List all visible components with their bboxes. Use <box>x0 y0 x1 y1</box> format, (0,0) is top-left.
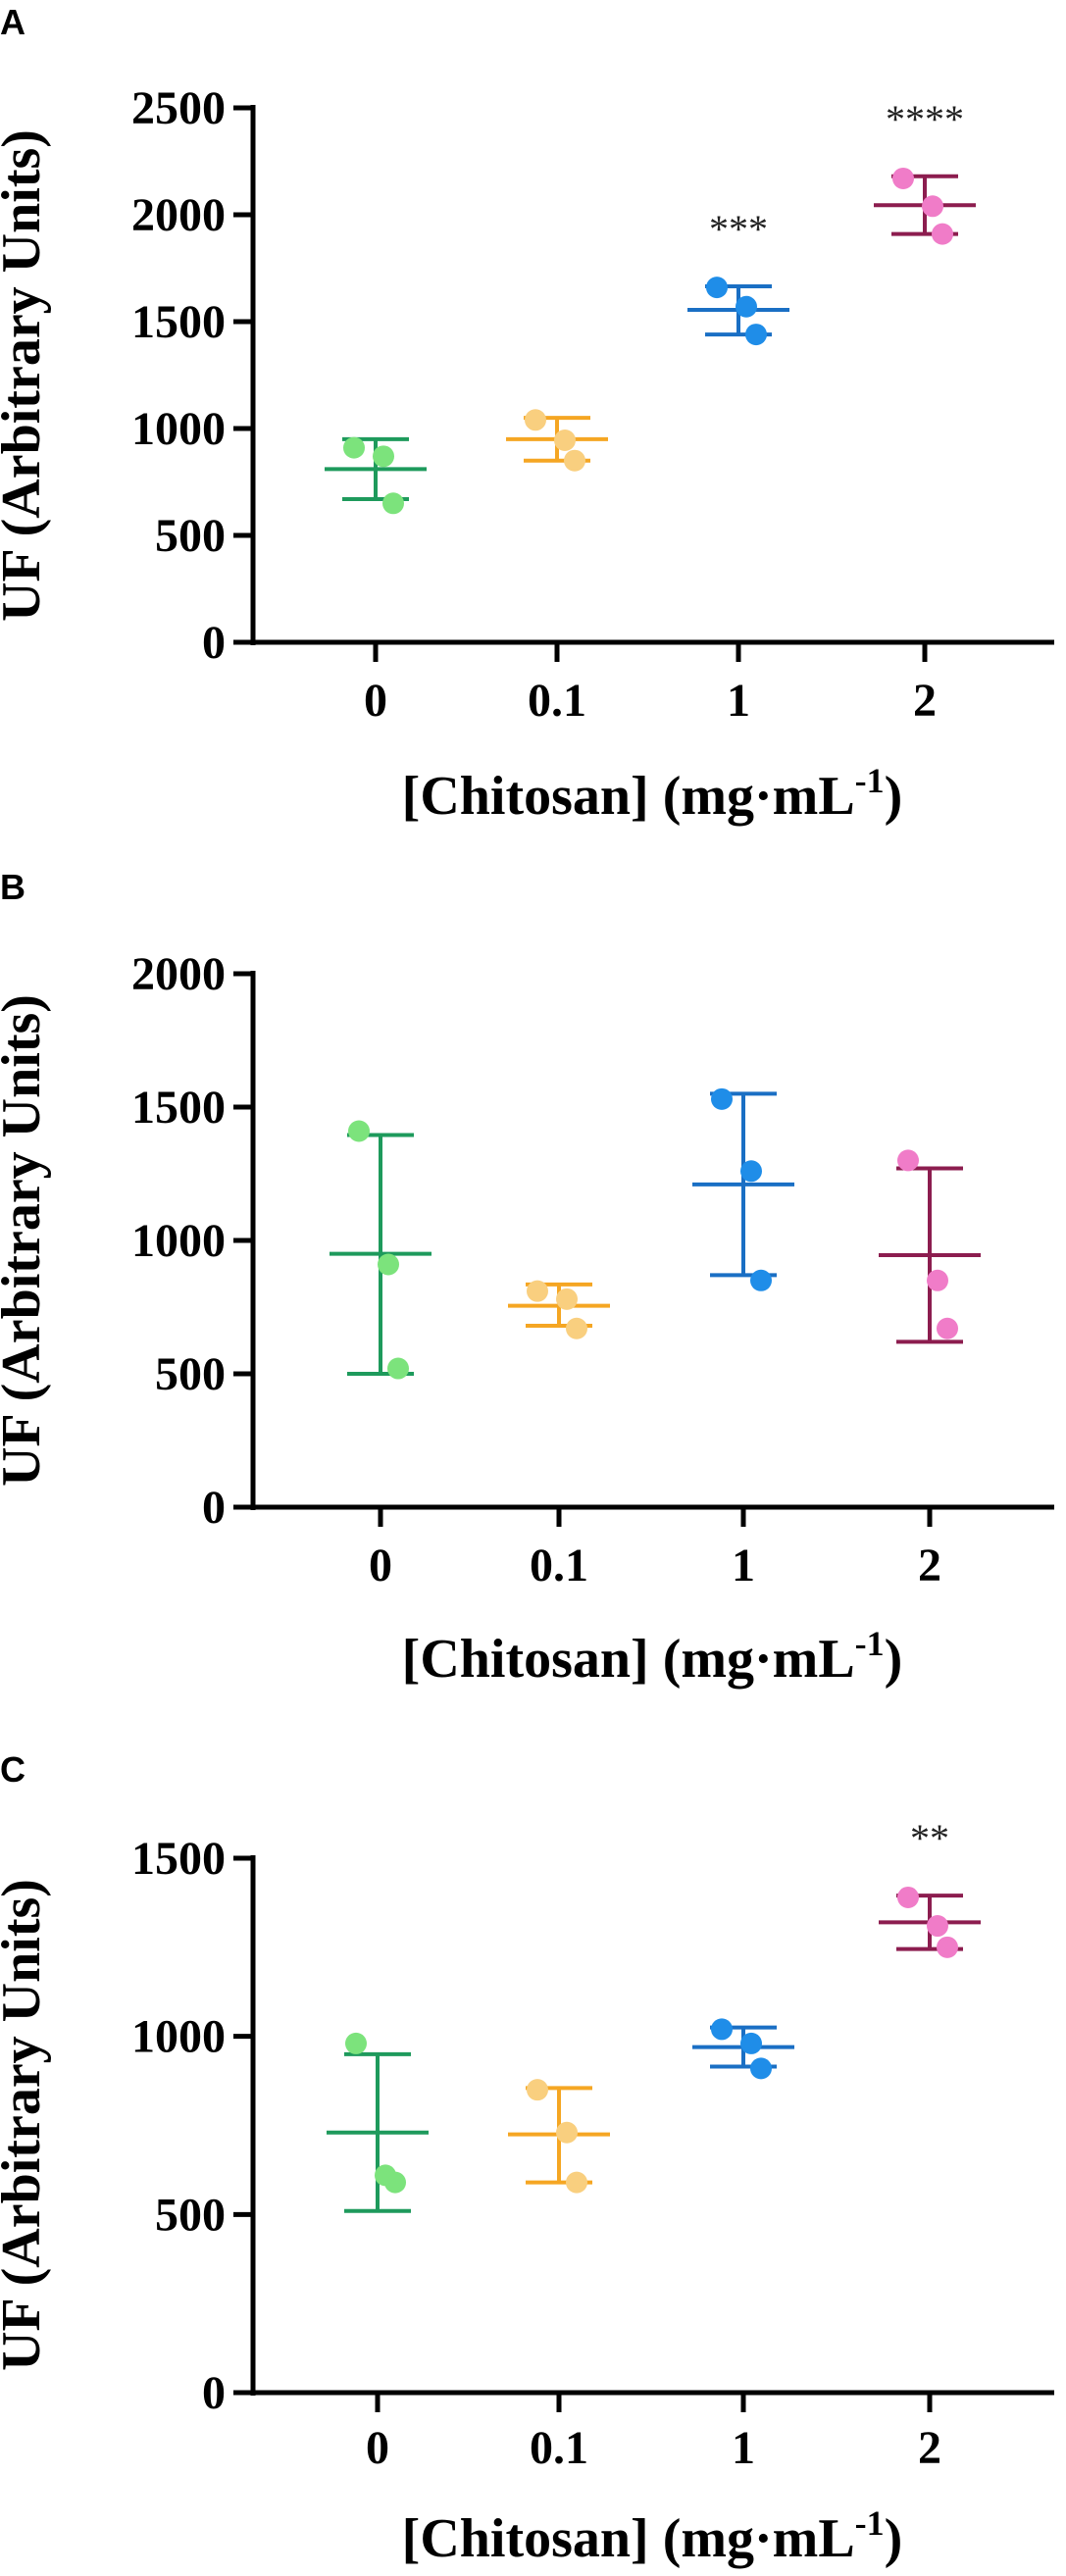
data-point <box>564 449 585 472</box>
data-point <box>556 1288 578 1310</box>
data-point <box>345 2032 367 2054</box>
chart-panel-a: A 0 500 1000 1500 2000 2500 0 0.1 1 2 UF (Arbitrary… <box>0 2 1054 827</box>
x-axis-title-main: [Chitosan] (mg·mL <box>402 2508 855 2569</box>
x-axis-title-superscript: -1 <box>855 2503 885 2543</box>
x-tick-label: 2 <box>918 2422 941 2474</box>
y-tick-label: 500 <box>155 1348 226 1400</box>
x-axis-title-main: [Chitosan] (mg·mL <box>402 1629 855 1690</box>
significance-marker: *** <box>709 207 768 251</box>
x-tick-label: 1 <box>732 2422 755 2474</box>
group-0 <box>325 436 427 515</box>
data-point <box>711 2018 733 2041</box>
x-tick-label: 0 <box>364 675 387 727</box>
group-0-1 <box>506 409 608 472</box>
x-axis-title-superscript: -1 <box>855 761 885 800</box>
y-tick-label: 0 <box>202 617 226 669</box>
x-tick-label: 1 <box>727 675 750 727</box>
data-point <box>556 2121 578 2144</box>
group-0 <box>327 2032 429 2213</box>
y-tick-label: 500 <box>155 510 226 562</box>
group-1 <box>692 2018 794 2080</box>
significance-marker: **** <box>886 97 964 141</box>
x-axis-title: [Chitosan] (mg·mL-1) <box>402 761 903 827</box>
x-tick-label: 2 <box>918 1540 941 1591</box>
x-tick-label: 0.1 <box>530 2422 588 2474</box>
y-tick-label: 2000 <box>131 948 226 1000</box>
x-tick-label: 0.1 <box>528 675 586 727</box>
data-point <box>343 436 365 459</box>
data-point <box>932 223 953 245</box>
y-tick-label: 1500 <box>131 296 226 348</box>
group-1: *** <box>687 207 789 346</box>
data-point <box>922 195 943 218</box>
x-axis-title-close: ) <box>885 2508 903 2569</box>
chart-panel-b: B 0 500 1000 1500 2000 0 0.1 1 2 UF (Arbitrary Uni… <box>0 867 1054 1690</box>
data-point <box>348 1120 370 1142</box>
chart-panel-c: C 0 500 1000 1500 0 0.1 1 2 UF (Arbitrary Units) [… <box>0 1749 1054 2569</box>
data-point <box>740 2032 762 2054</box>
y-axis-title: UF (Arbitrary Units) <box>0 129 52 622</box>
panel-label: A <box>0 2 25 42</box>
data-point <box>373 445 394 468</box>
y-tick-label: 2500 <box>131 82 226 134</box>
data-point <box>387 1357 409 1380</box>
x-axis-title: [Chitosan] (mg·mL-1) <box>402 1624 903 1690</box>
y-tick-label: 1500 <box>131 1833 226 1885</box>
y-tick-label: 2000 <box>131 189 226 241</box>
y-tick-label: 1000 <box>131 403 226 455</box>
data-point <box>566 2171 587 2194</box>
x-tick-label: 0 <box>369 1540 392 1591</box>
data-point <box>897 1886 919 1908</box>
data-point <box>525 409 546 431</box>
data-point <box>736 295 757 318</box>
group-2: **** <box>874 97 976 245</box>
x-axis-title-main: [Chitosan] (mg·mL <box>402 766 855 827</box>
data-point <box>527 2079 548 2101</box>
group-1 <box>692 1087 794 1291</box>
group-0 <box>330 1120 431 1380</box>
y-tick-label: 1000 <box>131 2011 226 2063</box>
data-point <box>711 1087 733 1110</box>
y-tick-label: 0 <box>202 1482 226 1534</box>
data-point <box>740 1160 762 1183</box>
data-point <box>892 167 914 189</box>
panel-label: C <box>0 1749 25 1790</box>
y-tick-label: 0 <box>202 2367 226 2419</box>
data-point <box>706 277 728 299</box>
data-point <box>384 2171 406 2194</box>
group-2: ** <box>879 1816 981 1958</box>
significance-marker: ** <box>910 1816 949 1860</box>
group-0-1 <box>508 2079 610 2194</box>
data-point <box>927 1269 948 1291</box>
data-point <box>897 1149 919 1172</box>
data-point <box>382 492 404 515</box>
y-tick-label: 500 <box>155 2189 226 2241</box>
data-point <box>750 1269 772 1291</box>
group-0-1 <box>508 1280 610 1339</box>
y-tick-label: 1500 <box>131 1082 226 1134</box>
x-axis-title-superscript: -1 <box>855 1624 885 1663</box>
panel-label: B <box>0 867 25 907</box>
x-tick-label: 0 <box>366 2422 389 2474</box>
data-point <box>750 2057 772 2080</box>
x-tick-label: 0.1 <box>530 1540 588 1591</box>
data-point <box>937 1936 958 1958</box>
data-point <box>745 324 767 346</box>
y-axis-title: UF (Arbitrary Units) <box>0 1879 52 2371</box>
x-tick-label: 1 <box>732 1540 755 1591</box>
y-tick-label: 1000 <box>131 1215 226 1267</box>
data-point <box>527 1280 548 1302</box>
x-axis-title-close: ) <box>885 766 903 827</box>
x-tick-label: 2 <box>913 675 937 727</box>
data-point <box>378 1253 399 1276</box>
data-point <box>927 1915 948 1938</box>
group-2 <box>879 1149 981 1344</box>
x-axis-title: [Chitosan] (mg·mL-1) <box>402 2503 903 2569</box>
data-point <box>566 1317 587 1339</box>
data-point <box>554 429 576 451</box>
x-axis-title-close: ) <box>885 1629 903 1690</box>
y-axis-title: UF (Arbitrary Units) <box>0 994 52 1487</box>
data-point <box>937 1317 958 1339</box>
